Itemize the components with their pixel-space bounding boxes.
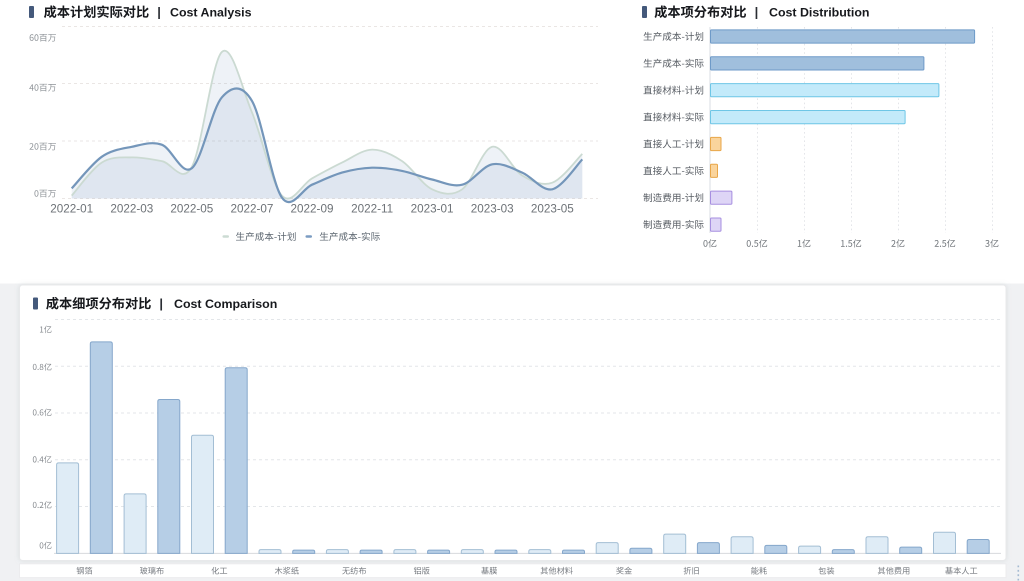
- svg-text:Cost Analysis: Cost Analysis: [170, 5, 252, 19]
- svg-text:2023-01: 2023-01: [411, 203, 454, 216]
- svg-text:2023-05: 2023-05: [531, 203, 574, 216]
- svg-text:|: |: [755, 5, 759, 20]
- svg-text:|: |: [159, 296, 163, 311]
- svg-text:2022-03: 2022-03: [110, 203, 153, 216]
- svg-text:2023-03: 2023-03: [471, 203, 514, 216]
- svg-text:Cost Comparison: Cost Comparison: [174, 297, 277, 311]
- svg-text:2022-11: 2022-11: [351, 203, 393, 216]
- svg-text:Cost Distribution: Cost Distribution: [769, 5, 870, 19]
- svg-text:|: |: [157, 5, 161, 20]
- svg-text:2022-01: 2022-01: [50, 203, 93, 216]
- svg-text:2022-09: 2022-09: [291, 203, 334, 216]
- svg-text:2022-07: 2022-07: [230, 203, 273, 216]
- svg-text:2022-05: 2022-05: [170, 203, 213, 216]
